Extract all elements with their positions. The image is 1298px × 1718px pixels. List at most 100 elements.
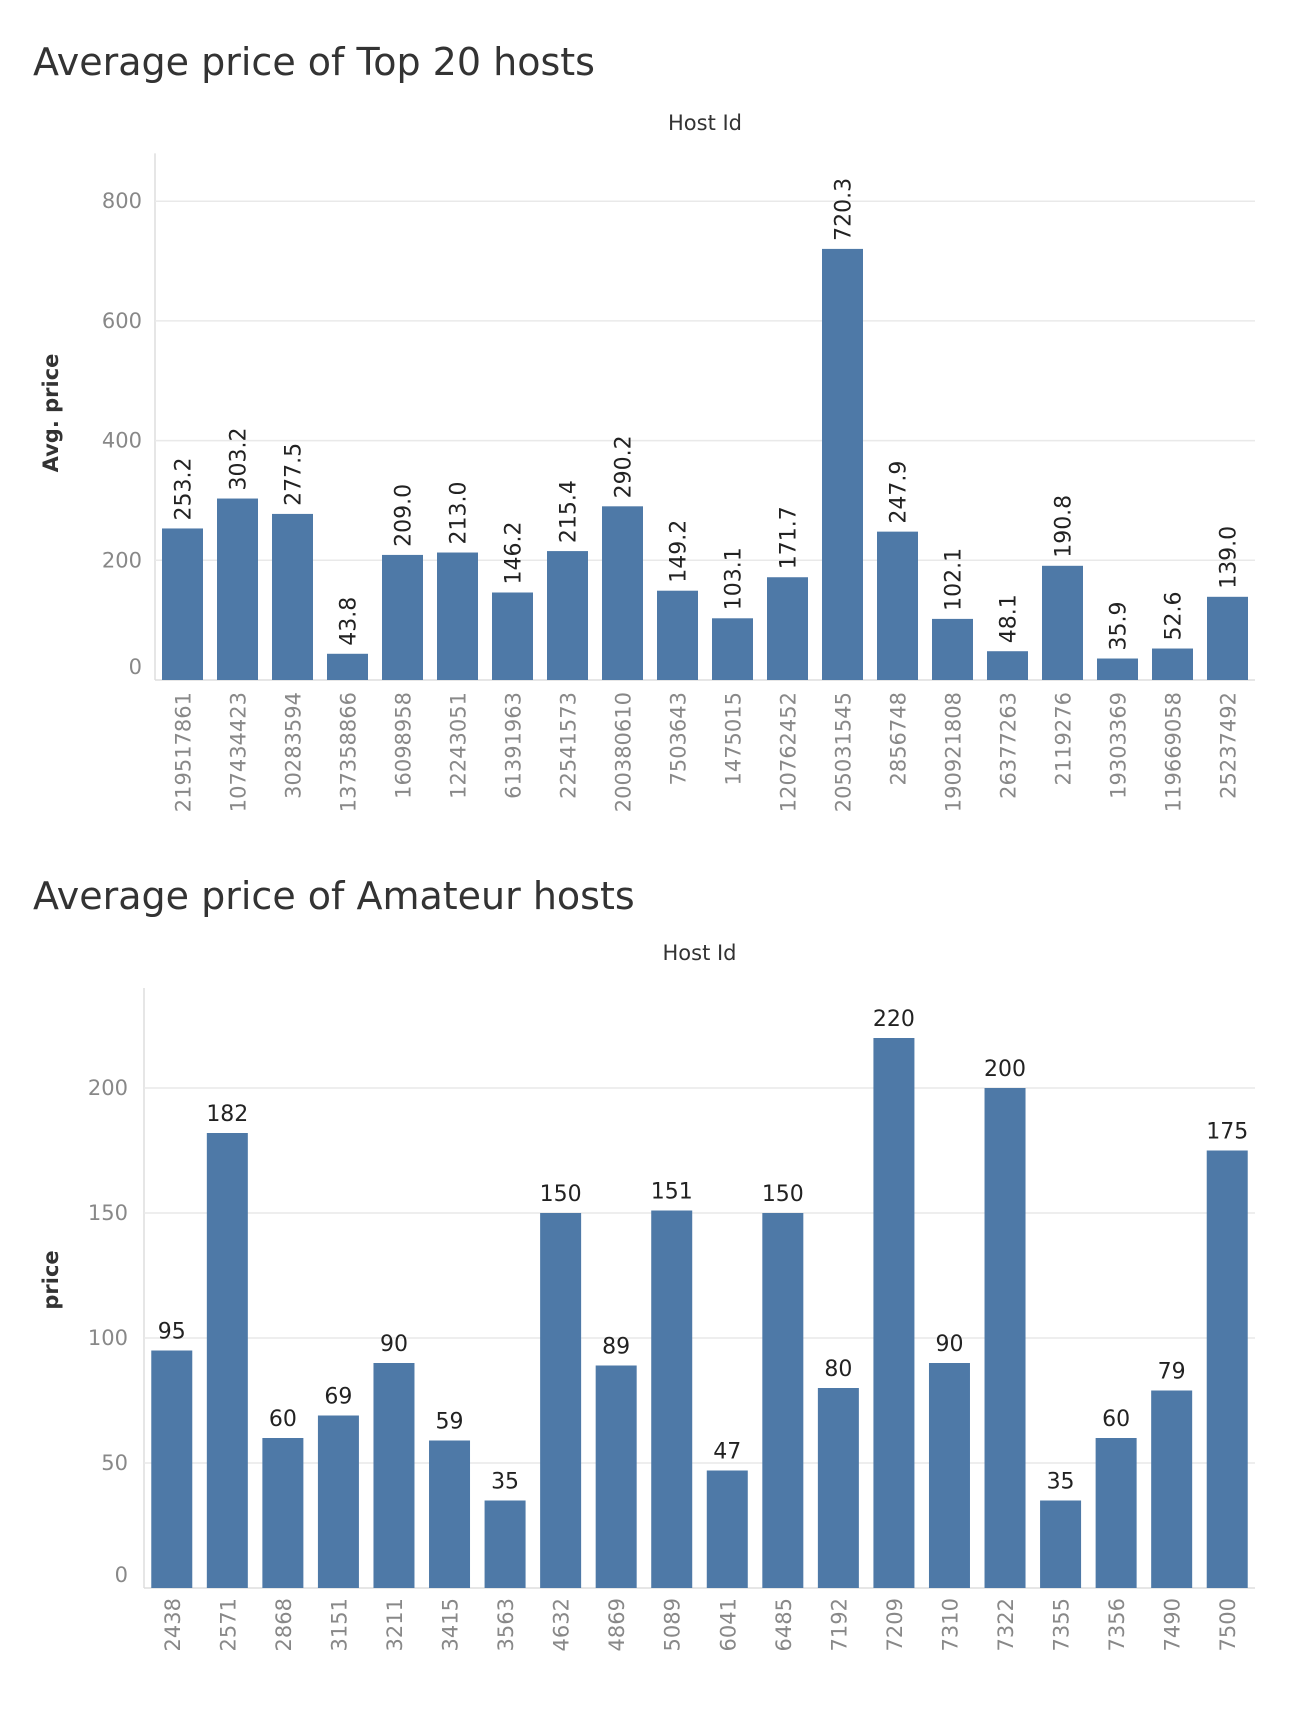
amateur-hosts-bar bbox=[540, 1213, 582, 1588]
top-hosts-y-tick-label: 400 bbox=[102, 429, 142, 453]
top-hosts-bar bbox=[1207, 596, 1248, 680]
amateur-hosts-bar bbox=[762, 1213, 804, 1588]
top-hosts-bar bbox=[547, 551, 588, 680]
top-hosts-bar-value-label: 215.4 bbox=[557, 480, 582, 543]
top-hosts-bar bbox=[932, 618, 973, 680]
amateur-hosts-bar-value-label: 151 bbox=[651, 1180, 693, 1205]
top-hosts-x-tick-label: 12243051 bbox=[447, 692, 471, 799]
top-hosts-x-tick-label: 190921808 bbox=[942, 692, 966, 812]
top-hosts-x-tick-label: 137358866 bbox=[337, 692, 361, 812]
amateur-hosts-bar bbox=[817, 1388, 859, 1588]
amateur-hosts-bar bbox=[1206, 1150, 1248, 1588]
amateur-hosts-x-tick-label: 2571 bbox=[216, 1598, 240, 1651]
amateur-hosts-bar-value-label: 60 bbox=[269, 1407, 297, 1432]
top-hosts-x-tick-label: 16098958 bbox=[392, 692, 416, 799]
amateur-hosts-bar bbox=[928, 1363, 970, 1588]
top-hosts-y-axis-title: Avg. price bbox=[39, 354, 63, 473]
top-hosts-bar-value-label: 149.2 bbox=[667, 520, 692, 583]
amateur-hosts-x-tick-label: 7356 bbox=[1105, 1598, 1129, 1651]
amateur-hosts-x-tick-label: 6485 bbox=[772, 1598, 796, 1651]
amateur-hosts-x-tick-label: 3211 bbox=[383, 1598, 407, 1651]
amateur-hosts-bar bbox=[706, 1470, 748, 1588]
amateur-hosts-x-tick-label: 6041 bbox=[716, 1598, 740, 1651]
top-hosts-bar bbox=[822, 248, 863, 680]
amateur-hosts-x-tick-label: 4632 bbox=[550, 1598, 574, 1651]
amateur-hosts-x-tick-label: 3415 bbox=[439, 1598, 463, 1651]
amateur-hosts-bar bbox=[1151, 1390, 1193, 1588]
top-hosts-x-tick-label: 1475015 bbox=[722, 692, 746, 786]
amateur-hosts-bar bbox=[1040, 1500, 1082, 1588]
amateur-hosts-bar-value-label: 150 bbox=[762, 1182, 804, 1207]
top-hosts-bar-value-label: 171.7 bbox=[777, 506, 802, 569]
top-hosts-bar-value-label: 35.9 bbox=[1107, 602, 1132, 651]
amateur-hosts-bar bbox=[317, 1415, 359, 1588]
amateur-hosts-bar bbox=[873, 1038, 915, 1588]
top-hosts-x-tick-label: 25237492 bbox=[1217, 692, 1241, 799]
amateur-hosts-x-tick-label: 7490 bbox=[1161, 1598, 1185, 1651]
top-hosts-bar-value-label: 277.5 bbox=[282, 443, 307, 506]
top-hosts-bar bbox=[657, 590, 698, 680]
top-hosts-y-tick-label: 200 bbox=[102, 548, 142, 572]
top-hosts-chart: Host Id Avg. price 0 200 400 600 800 253.2 21951… bbox=[39, 111, 1255, 812]
amateur-hosts-bar bbox=[1095, 1438, 1137, 1588]
top-hosts-bar-value-label: 146.2 bbox=[502, 522, 527, 585]
top-hosts-bar bbox=[217, 498, 258, 680]
amateur-hosts-bar bbox=[151, 1350, 193, 1588]
top-hosts-chart-title: Average price of Top 20 hosts bbox=[33, 40, 595, 84]
top-hosts-bar bbox=[987, 651, 1028, 680]
amateur-hosts-x-tick-label: 2868 bbox=[272, 1598, 296, 1651]
amateur-hosts-y-tick-label: 50 bbox=[101, 1451, 128, 1475]
amateur-hosts-x-tick-label: 4869 bbox=[605, 1598, 629, 1651]
top-hosts-bar bbox=[272, 513, 313, 680]
amateur-hosts-bar-value-label: 150 bbox=[540, 1182, 582, 1207]
amateur-hosts-x-tick-label: 7322 bbox=[994, 1598, 1018, 1651]
amateur-hosts-chart-title: Average price of Amateur hosts bbox=[33, 874, 635, 918]
top-hosts-x-tick-label: 120762452 bbox=[777, 692, 801, 812]
amateur-hosts-y-tick-label: 200 bbox=[88, 1076, 128, 1100]
amateur-hosts-y-tick-label: 150 bbox=[88, 1201, 128, 1225]
amateur-hosts-x-tick-label: 7500 bbox=[1216, 1598, 1240, 1651]
top-hosts-bar bbox=[877, 531, 918, 680]
amateur-hosts-bar-value-label: 95 bbox=[158, 1320, 186, 1345]
amateur-hosts-bar bbox=[595, 1365, 637, 1588]
amateur-hosts-bar bbox=[373, 1363, 415, 1588]
amateur-hosts-x-tick-label: 7310 bbox=[938, 1598, 962, 1651]
top-hosts-y-tick-label: 600 bbox=[102, 309, 142, 333]
amateur-hosts-bar-value-label: 35 bbox=[491, 1470, 519, 1495]
top-hosts-bar bbox=[1152, 648, 1193, 680]
top-hosts-bar-value-label: 213.0 bbox=[447, 482, 472, 545]
amateur-hosts-bar-value-label: 79 bbox=[1158, 1360, 1186, 1385]
top-hosts-x-tick-label: 119669058 bbox=[1162, 692, 1186, 812]
top-hosts-x-tick-label: 2119276 bbox=[1052, 692, 1076, 786]
top-hosts-bar-value-label: 52.6 bbox=[1162, 592, 1187, 641]
top-hosts-bar bbox=[327, 653, 368, 680]
amateur-hosts-x-tick-label: 7209 bbox=[883, 1598, 907, 1651]
amateur-hosts-x-tick-label: 7192 bbox=[827, 1598, 851, 1651]
amateur-hosts-x-tick-label: 3563 bbox=[494, 1598, 518, 1651]
amateur-hosts-bar bbox=[429, 1440, 471, 1588]
amateur-hosts-bar-value-label: 59 bbox=[436, 1410, 464, 1435]
amateur-hosts-bar bbox=[206, 1133, 248, 1588]
amateur-hosts-x-tick-label: 7355 bbox=[1050, 1598, 1074, 1651]
amateur-hosts-bar bbox=[262, 1438, 304, 1588]
amateur-hosts-bar-value-label: 200 bbox=[984, 1057, 1026, 1082]
top-hosts-bar-value-label: 247.9 bbox=[887, 461, 912, 524]
top-hosts-bar-value-label: 209.0 bbox=[392, 484, 417, 547]
top-hosts-bar-value-label: 290.2 bbox=[612, 435, 637, 498]
top-hosts-bar-value-label: 103.1 bbox=[722, 547, 747, 610]
top-hosts-bar-value-label: 190.8 bbox=[1052, 495, 1077, 558]
top-hosts-bar bbox=[162, 528, 203, 680]
amateur-hosts-header-label: Host Id bbox=[662, 941, 736, 965]
amateur-hosts-bar-value-label: 89 bbox=[602, 1335, 630, 1360]
top-hosts-x-tick-label: 219517861 bbox=[172, 692, 196, 812]
top-hosts-bar-value-label: 720.3 bbox=[832, 178, 857, 241]
top-hosts-bar bbox=[767, 577, 808, 680]
amateur-hosts-x-tick-label: 2438 bbox=[161, 1598, 185, 1651]
amateur-hosts-chart: Host Id price 0 50 100 150 200 95 2438 182 2571 60 2… bbox=[39, 941, 1255, 1651]
amateur-hosts-bar-value-label: 175 bbox=[1206, 1120, 1248, 1145]
top-hosts-bar-value-label: 43.8 bbox=[337, 597, 362, 646]
amateur-hosts-x-tick-label: 5089 bbox=[661, 1598, 685, 1651]
amateur-hosts-bar-value-label: 80 bbox=[824, 1357, 852, 1382]
top-hosts-chart-panel: Host Id Avg. price 0 200 400 600 800 253.2 21951… bbox=[0, 0, 1298, 850]
amateur-hosts-y-tick-label: 100 bbox=[88, 1326, 128, 1350]
